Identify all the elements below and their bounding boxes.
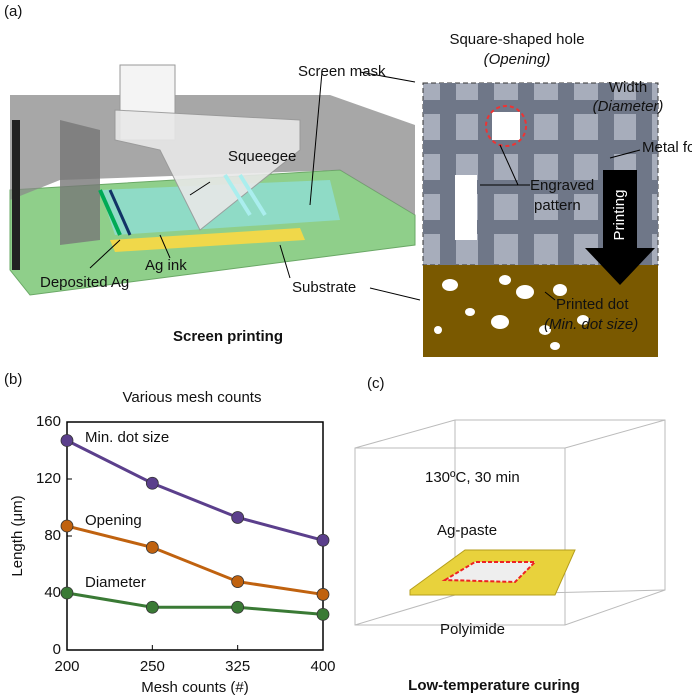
label: Width bbox=[609, 79, 647, 96]
label: Ag-paste bbox=[437, 522, 497, 539]
label: (Min. dot size) bbox=[544, 316, 638, 333]
caption: Screen printing bbox=[173, 328, 283, 345]
x-tick-label: 200 bbox=[54, 658, 79, 675]
curing-diagram bbox=[355, 420, 665, 625]
series-label: Min. dot size bbox=[85, 429, 169, 446]
panel-label: (a) bbox=[4, 3, 22, 20]
label: Squeegee bbox=[228, 148, 296, 165]
y-tick-label: 40 bbox=[44, 584, 61, 601]
data-point bbox=[317, 608, 329, 620]
label: pattern bbox=[534, 197, 581, 214]
data-point bbox=[61, 587, 73, 599]
caption: Low-temperature curing bbox=[408, 677, 580, 694]
x-tick-label: 400 bbox=[310, 658, 335, 675]
y-tick-label: 120 bbox=[36, 470, 61, 487]
y-tick-label: 0 bbox=[53, 641, 61, 658]
label: Metal foil bbox=[642, 139, 692, 156]
label: (Diameter) bbox=[593, 98, 664, 115]
data-point bbox=[146, 601, 158, 613]
chart-title: Various mesh counts bbox=[123, 389, 262, 406]
data-point bbox=[232, 511, 244, 523]
label: Printing bbox=[611, 190, 628, 241]
panel-label: (b) bbox=[4, 371, 22, 388]
x-axis-label: Mesh counts (#) bbox=[141, 679, 249, 696]
data-point bbox=[317, 588, 329, 600]
x-tick-label: 250 bbox=[140, 658, 165, 675]
data-point bbox=[146, 477, 158, 489]
chart: 0 40 80 120 160 200 250 325 400 Min. dot size Open… bbox=[36, 413, 336, 675]
label: Engraved bbox=[530, 177, 594, 194]
data-point bbox=[146, 541, 158, 553]
series-line bbox=[67, 593, 323, 614]
data-point bbox=[317, 534, 329, 546]
series-label: Opening bbox=[85, 512, 142, 529]
y-tick-label: 80 bbox=[44, 527, 61, 544]
label: Screen mask bbox=[298, 63, 386, 80]
figure: (a) Square-shaped hole (Opening) Screen … bbox=[0, 0, 692, 698]
y-axis-label: Length (μm) bbox=[9, 495, 26, 576]
data-point bbox=[232, 576, 244, 588]
y-tick-label: 160 bbox=[36, 413, 61, 430]
label: Polyimide bbox=[440, 621, 505, 638]
label: Ag ink bbox=[145, 257, 187, 274]
data-point bbox=[61, 520, 73, 532]
data-point bbox=[61, 435, 73, 447]
label: Substrate bbox=[292, 279, 356, 296]
label: (Opening) bbox=[484, 51, 551, 68]
panel-label: (c) bbox=[367, 375, 385, 392]
label: 130ºC, 30 min bbox=[425, 469, 520, 486]
label: Square-shaped hole bbox=[449, 31, 584, 48]
series-label: Diameter bbox=[85, 574, 146, 591]
data-point bbox=[232, 601, 244, 613]
x-tick-label: 325 bbox=[225, 658, 250, 675]
label: Deposited Ag bbox=[40, 274, 129, 291]
label: Printed dot bbox=[556, 296, 629, 313]
